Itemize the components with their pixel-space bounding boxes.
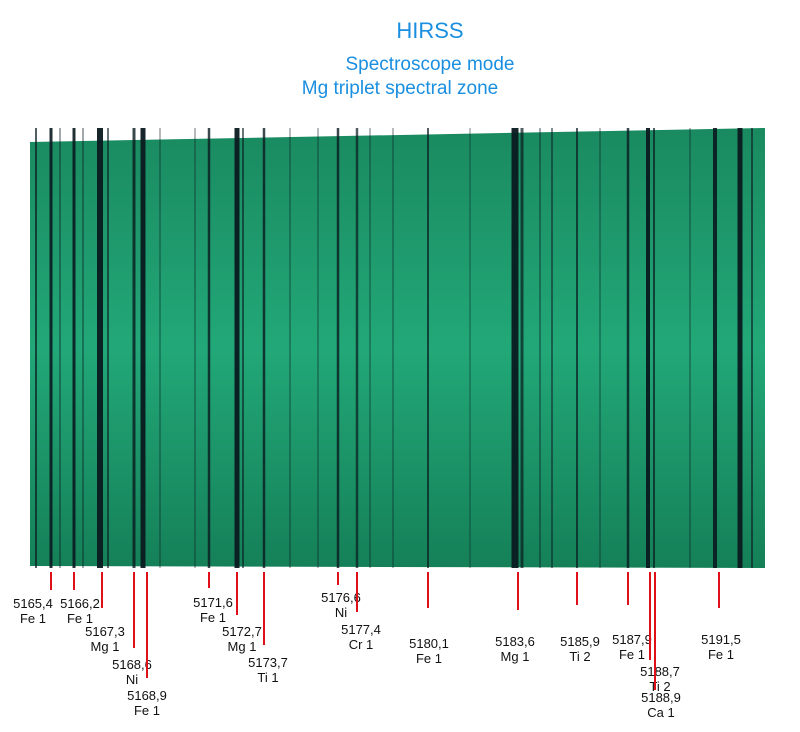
element-label: Fe 1 bbox=[200, 610, 226, 625]
wavelength-label: 5176,6 bbox=[321, 590, 361, 605]
wavelength-label: 5183,6 bbox=[495, 634, 535, 649]
element-label: Fe 1 bbox=[20, 611, 46, 626]
wavelength-label: 5166,2 bbox=[60, 596, 100, 611]
wavelength-label: 5177,4 bbox=[341, 622, 381, 637]
element-label: Ca 1 bbox=[647, 705, 674, 720]
wavelength-label: 5168,6 bbox=[112, 657, 152, 672]
wavelength-label: 5171,6 bbox=[193, 595, 233, 610]
element-label: Mg 1 bbox=[91, 639, 120, 654]
element-label: Ni bbox=[126, 672, 138, 687]
wavelength-label: 5172,7 bbox=[222, 624, 262, 639]
element-label: Mg 1 bbox=[501, 649, 530, 664]
wavelength-label: 5173,7 bbox=[248, 655, 288, 670]
wavelength-label: 5191,5 bbox=[701, 632, 741, 647]
spectrum bbox=[30, 128, 765, 568]
element-label: Ti 1 bbox=[257, 670, 278, 685]
element-label: Fe 1 bbox=[708, 647, 734, 662]
wavelength-label: 5188,7 bbox=[640, 664, 680, 679]
element-label: Mg 1 bbox=[228, 639, 257, 654]
title: HIRSS bbox=[396, 18, 463, 43]
element-label: Ni bbox=[335, 605, 347, 620]
element-label: Cr 1 bbox=[349, 637, 374, 652]
element-label: Fe 1 bbox=[67, 611, 93, 626]
wavelength-label: 5187,9 bbox=[612, 632, 652, 647]
zone: Mg triplet spectral zone bbox=[302, 78, 498, 99]
wavelength-label: 5168,9 bbox=[127, 688, 167, 703]
wavelength-label: 5188,9 bbox=[641, 690, 681, 705]
element-label: Ti 2 bbox=[569, 649, 590, 664]
wavelength-label: 5180,1 bbox=[409, 636, 449, 651]
wavelength-label: 5185,9 bbox=[560, 634, 600, 649]
subtitle: Spectroscope mode bbox=[346, 54, 515, 75]
wavelength-label: 5165,4 bbox=[13, 596, 53, 611]
absorption-lines bbox=[35, 128, 753, 568]
element-label: Fe 1 bbox=[416, 651, 442, 666]
wavelength-label: 5167,3 bbox=[85, 624, 125, 639]
element-label: Fe 1 bbox=[134, 703, 160, 718]
element-label: Fe 1 bbox=[619, 647, 645, 662]
